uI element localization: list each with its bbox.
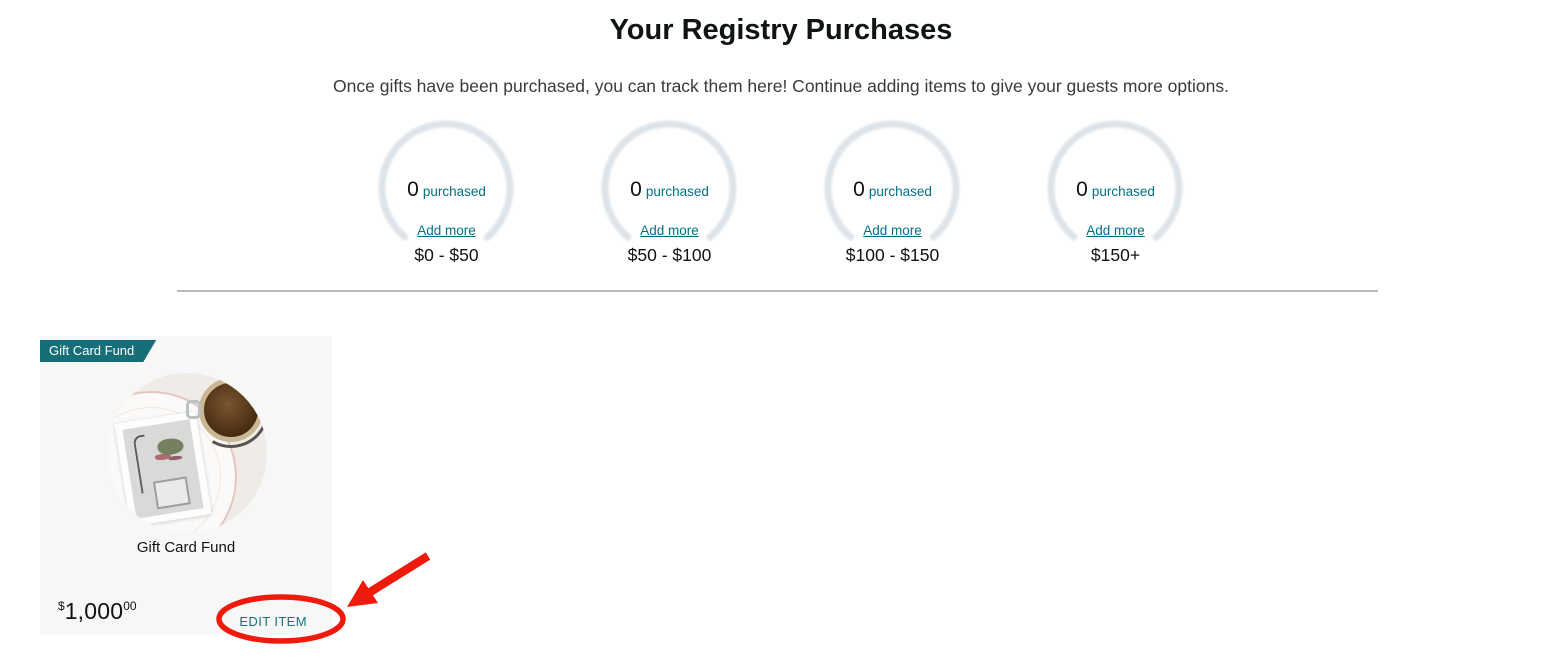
bucket-0-50: 0 purchased Add more $0 - $50 (335, 118, 558, 270)
progress-ring-icon (1047, 120, 1183, 256)
cup-handle-graphic (186, 400, 201, 419)
section-divider (177, 290, 1378, 292)
plate-inner-ring (107, 407, 221, 533)
price-range-label: $50 - $100 (627, 245, 712, 265)
purchased-count: 0 purchased (1004, 178, 1227, 202)
price-fraction: 00 (123, 599, 137, 613)
count-number: 0 (1076, 178, 1088, 201)
progress-ring-icon (378, 120, 514, 256)
gift-card-fund-badge: Gift Card Fund (40, 340, 156, 362)
add-more-link[interactable]: Add more (863, 223, 922, 238)
plant-sketch (156, 436, 185, 457)
price-range-label: $100 - $150 (845, 245, 940, 265)
product-image[interactable] (107, 373, 267, 533)
annotation-arrow-shaft (364, 552, 431, 598)
purchased-count: 0 purchased (335, 178, 558, 202)
count-label: purchased (422, 184, 486, 199)
count-number: 0 (853, 178, 865, 201)
purchased-count: 0 purchased (781, 178, 1004, 202)
count-label: purchased (645, 184, 709, 199)
bucket-150-plus: 0 purchased Add more $150+ (1004, 118, 1227, 270)
price-whole: 1,000 (64, 598, 124, 624)
count-number: 0 (630, 178, 642, 201)
table-sketch (152, 476, 191, 510)
price-range-label: $0 - $50 (414, 245, 479, 265)
count-label: purchased (868, 184, 932, 199)
count-number: 0 (407, 178, 419, 201)
registry-item-card: Gift Card Fund Gift Card Fund $1,00000 E… (40, 336, 332, 635)
purchased-count: 0 purchased (558, 178, 781, 202)
edit-item-link[interactable]: EDIT ITEM (239, 614, 307, 629)
purchase-buckets-row: 0 purchased Add more $0 - $50 0 purchased … (335, 118, 1227, 270)
page-title: Your Registry Purchases (609, 14, 953, 46)
add-more-link[interactable]: Add more (640, 223, 699, 238)
item-price: $1,00000 (58, 598, 137, 625)
progress-ring-icon (601, 120, 737, 256)
progress-ring-icon (824, 120, 960, 256)
item-title: Gift Card Fund (136, 539, 236, 556)
lamp-sketch (132, 434, 154, 494)
count-label: purchased (1091, 184, 1155, 199)
price-symbol: $ (58, 599, 65, 613)
bucket-100-150: 0 purchased Add more $100 - $150 (781, 118, 1004, 270)
annotation-arrow-icon (347, 580, 378, 607)
price-range-label: $150+ (1090, 245, 1141, 265)
add-more-link[interactable]: Add more (1086, 223, 1145, 238)
add-more-link[interactable]: Add more (417, 223, 476, 238)
coffee-cup-graphic (199, 378, 263, 442)
bucket-50-100: 0 purchased Add more $50 - $100 (558, 118, 781, 270)
page-subtitle: Once gifts have been purchased, you can … (333, 76, 1229, 96)
